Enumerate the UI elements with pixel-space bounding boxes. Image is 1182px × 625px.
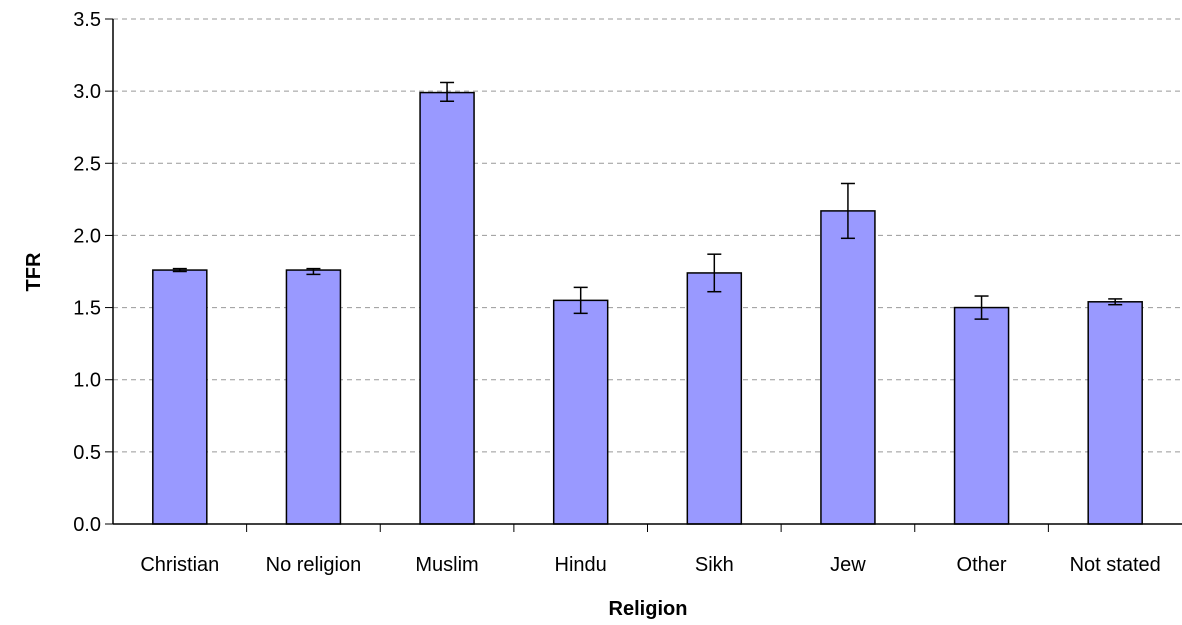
tick-labels: 0.0 0.5 1.0 1.5 2.0 2.5 3.0 3.5 Christian No reli…	[73, 9, 1161, 576]
bar	[419, 91, 475, 525]
x-tick-label: Christian	[140, 554, 219, 576]
x-tick-label: Muslim	[415, 554, 478, 576]
y-tick-label: 1.5	[73, 298, 101, 320]
bar	[1087, 301, 1143, 525]
x-tick-label: Jew	[830, 554, 866, 576]
y-axis-title: TFR	[23, 252, 45, 291]
x-tick-label: Not stated	[1070, 554, 1161, 576]
y-tick-label: 1.0	[73, 370, 101, 392]
x-axis-title: Religion	[609, 598, 688, 620]
bar	[953, 306, 1010, 525]
y-tick-label: 0.5	[73, 442, 101, 464]
bars	[152, 91, 1143, 525]
y-tick-label: 3.5	[73, 9, 101, 31]
axes	[105, 18, 1182, 532]
y-tick-label: 3.0	[73, 81, 101, 103]
bar	[552, 299, 609, 525]
bar	[285, 269, 342, 525]
y-tick-label: 2.0	[73, 225, 101, 247]
error-bars	[172, 81, 1123, 320]
gridlines	[113, 18, 1182, 453]
x-tick-label: Hindu	[555, 554, 607, 576]
y-tick-label: 2.5	[73, 153, 101, 175]
x-tick-label: Other	[957, 554, 1007, 576]
bar	[152, 269, 208, 525]
x-tick-label: No religion	[266, 554, 362, 576]
bar	[820, 210, 876, 525]
x-tick-label: Sikh	[695, 554, 734, 576]
bar	[686, 272, 743, 525]
y-tick-label: 0.0	[73, 514, 101, 536]
